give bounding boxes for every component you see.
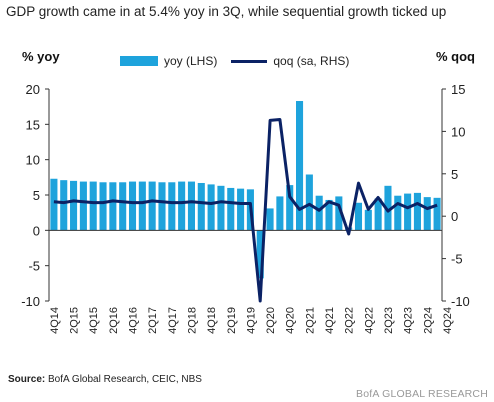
source-note: Source: BofA Global Research, CEIC, NBS <box>8 374 202 385</box>
bar-yoy-2Q15 <box>70 180 78 231</box>
brand-label: BofA GLOBAL RESEARCH <box>356 388 488 400</box>
bar-yoy-3Q17 <box>158 182 166 231</box>
x-tick-label: 4Q20 <box>285 307 297 334</box>
bar-yoy-1Q16 <box>99 182 107 231</box>
bar-yoy-3Q15 <box>79 181 87 231</box>
x-tick-label: 4Q24 <box>442 307 454 334</box>
bar-yoy-2Q20 <box>266 208 274 231</box>
bar-yoy-1Q18 <box>178 181 186 231</box>
x-tick-label: 2Q17 <box>147 307 159 334</box>
bar-yoy-3Q18 <box>197 182 205 231</box>
bar-yoy-2Q21 <box>305 174 313 231</box>
bar-yoy-4Q15 <box>89 181 97 231</box>
x-tick-label: 2Q22 <box>344 307 356 334</box>
x-tick-label: 4Q18 <box>206 307 218 334</box>
bar-yoy-1Q15 <box>60 180 68 231</box>
legend-item-yoy: yoy (LHS) <box>120 54 217 68</box>
left-tick-label: 5 <box>33 188 40 203</box>
right-tick-label: 5 <box>451 167 458 182</box>
right-tick-label: -5 <box>451 252 463 267</box>
bar-yoy-4Q18 <box>207 184 215 231</box>
line-qoq <box>53 118 438 303</box>
x-tick-label: 4Q19 <box>245 307 257 334</box>
legend: yoy (LHS) qoq (sa, RHS) <box>120 54 363 68</box>
right-tick-label: -10 <box>451 294 470 309</box>
x-tick-label: 4Q15 <box>88 307 100 334</box>
bar-yoy-1Q17 <box>138 181 146 231</box>
bar-yoy-4Q14 <box>50 178 58 231</box>
bar-yoy-2Q23 <box>384 185 392 231</box>
source-text: BofA Global Research, CEIC, NBS <box>48 374 202 385</box>
bar-yoy-2Q17 <box>148 181 156 231</box>
x-tick-label: 4Q14 <box>49 307 61 334</box>
bar-yoy-4Q21 <box>325 199 333 231</box>
bar-yoy-4Q17 <box>168 182 176 231</box>
x-tick-label: 4Q16 <box>128 307 140 334</box>
bar-yoy-3Q21 <box>315 195 323 231</box>
x-tick-label: 4Q17 <box>167 307 179 334</box>
right-axis-title: % qoq <box>436 49 475 64</box>
legend-label-qoq: qoq (sa, RHS) <box>273 54 350 68</box>
right-tick-label: 10 <box>451 124 465 139</box>
bar-yoy-3Q16 <box>119 182 127 231</box>
x-tick-label: 2Q20 <box>265 307 277 334</box>
bar-yoy-2Q18 <box>187 181 195 231</box>
x-tick-label: 2Q15 <box>69 307 81 334</box>
x-tick-label: 4Q22 <box>363 307 375 334</box>
bar-yoy-4Q16 <box>128 181 137 231</box>
bar-yoy-3Q23 <box>394 195 402 231</box>
left-tick-label: 0 <box>33 223 40 238</box>
bar-yoy-1Q24 <box>413 192 421 231</box>
bar-yoy-3Q24 <box>433 197 441 231</box>
x-tick-label: 2Q24 <box>422 307 434 334</box>
legend-item-qoq: qoq (sa, RHS) <box>231 54 349 68</box>
left-tick-label: -5 <box>28 259 40 274</box>
right-tick-label: 15 <box>451 82 465 97</box>
bar-yoy-3Q20 <box>276 196 284 231</box>
bar-yoy-1Q19 <box>217 185 225 231</box>
chart-title: GDP growth came in at 5.4% yoy in 3Q, wh… <box>6 4 447 19</box>
legend-swatch-qoq <box>231 59 268 63</box>
left-tick-label: -10 <box>21 294 40 309</box>
bar-yoy-3Q22 <box>354 202 363 231</box>
legend-label-yoy: yoy (LHS) <box>164 54 218 68</box>
legend-swatch-yoy <box>120 56 158 66</box>
x-tick-label: 2Q19 <box>226 307 238 334</box>
x-tick-label: 2Q18 <box>187 307 199 334</box>
bar-yoy-4Q23 <box>404 193 412 231</box>
bar-yoy-4Q22 <box>364 209 372 231</box>
x-tick-label: 2Q16 <box>108 307 120 334</box>
bar-yoy-1Q21 <box>296 101 304 231</box>
x-tick-label: 4Q21 <box>324 307 336 334</box>
bar-yoy-3Q19 <box>237 188 245 231</box>
bar-yoy-1Q22 <box>335 196 343 231</box>
chart-plot: 20 15 10 5 0 -5 -10 15 10 5 0 -5 -10 4Q14 2Q15 4Q15 2Q16… <box>21 82 470 334</box>
bar-yoy-1Q20 <box>256 230 264 279</box>
x-tick-label: 2Q23 <box>383 307 395 334</box>
x-tick-label: 4Q23 <box>403 307 415 334</box>
right-tick-label: 0 <box>451 209 458 224</box>
left-tick-label: 15 <box>26 117 40 132</box>
left-tick-label: 10 <box>26 153 40 168</box>
source-label: Source: <box>8 374 46 385</box>
x-tick-label: 2Q21 <box>304 307 316 334</box>
bar-yoy-1Q23 <box>374 198 382 231</box>
bar-yoy-2Q19 <box>227 187 235 231</box>
bar-yoy-4Q20 <box>286 185 294 231</box>
bar-yoy-2Q24 <box>423 197 431 231</box>
bar-yoy-2Q16 <box>109 182 117 231</box>
left-axis-title: % yoy <box>22 49 60 64</box>
left-tick-label: 20 <box>26 82 40 97</box>
